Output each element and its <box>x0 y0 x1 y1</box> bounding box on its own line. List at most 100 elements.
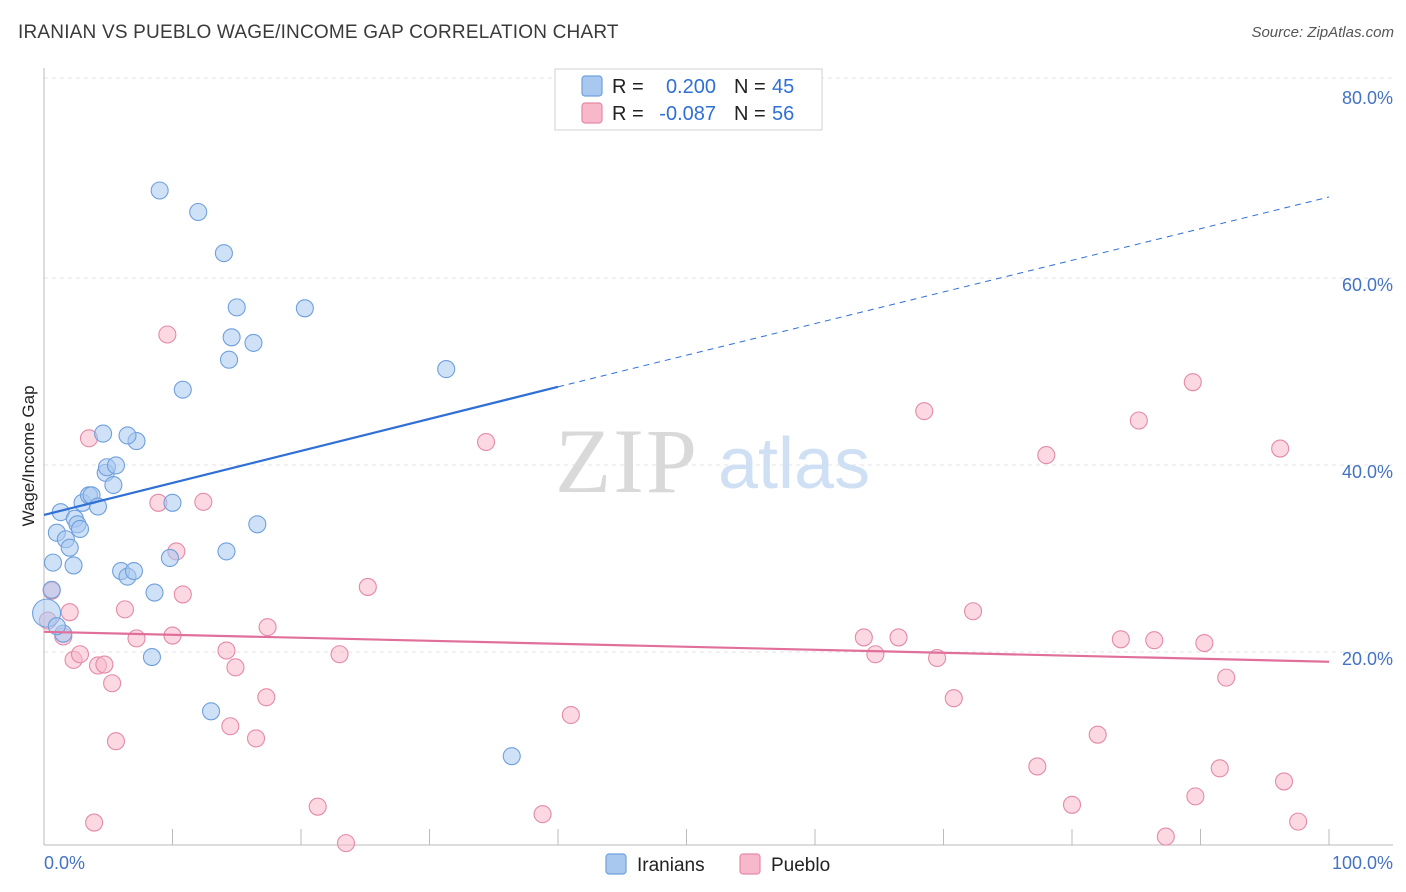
iranians-point <box>160 548 179 568</box>
watermark: ZIP atlas <box>555 410 870 512</box>
pueblo-point <box>476 432 496 452</box>
iranians-point <box>189 202 208 222</box>
pueblo-trendline <box>43 630 1330 663</box>
watermark-zip: ZIP <box>555 410 699 512</box>
iranians-point <box>437 360 456 379</box>
iranians-point <box>244 333 263 352</box>
pueblo-point <box>1195 633 1214 653</box>
x-tick-label-min: 0.0% <box>44 853 85 873</box>
iranians-point <box>202 702 221 721</box>
iranians-point <box>118 426 137 445</box>
iranians-point <box>173 380 192 399</box>
bottom-legend-label-pueblo: Pueblo <box>771 855 830 876</box>
y-tick-label-60: 60.0% <box>1342 275 1393 295</box>
x-axis-ticks <box>43 829 1330 845</box>
iranians-point <box>104 475 123 495</box>
iranians-point <box>163 493 182 512</box>
pueblo-point <box>258 618 277 637</box>
iranians-point <box>42 580 61 599</box>
pueblo-point <box>854 628 873 647</box>
pueblo-point <box>1210 759 1229 778</box>
pueblo-point <box>257 688 276 707</box>
x-tick-label-max: 100.0% <box>1332 853 1393 873</box>
iranians-trendline-extension <box>557 196 1330 388</box>
pueblo-point <box>964 602 983 621</box>
pueblo-point <box>106 732 126 751</box>
pueblo-point <box>173 585 192 604</box>
pueblo-point <box>103 674 122 693</box>
iranians-point <box>217 542 236 561</box>
pueblo-point <box>944 689 963 708</box>
pueblo-point <box>1062 795 1082 814</box>
iranians-point <box>124 561 143 581</box>
pueblo-point <box>1156 827 1175 846</box>
iranian-points <box>32 181 521 766</box>
gridlines <box>44 77 1393 653</box>
pueblo-point <box>1186 787 1205 806</box>
legend-r-value-iranians: 0.200 <box>666 76 716 98</box>
legend-n-label-pueblo: N = <box>734 103 766 125</box>
legend-n-value-pueblo: 56 <box>772 103 794 125</box>
iranians-point <box>142 648 161 667</box>
pueblo-point <box>246 729 266 748</box>
y-tick-label-80: 80.0% <box>1342 88 1393 108</box>
watermark-atlas: atlas <box>718 424 870 504</box>
pueblo-point <box>127 629 146 648</box>
pueblo-point <box>308 797 327 816</box>
pueblo-point <box>1183 373 1202 392</box>
iranians-point <box>248 515 267 534</box>
pueblo-point <box>336 834 356 853</box>
y-axis-tick-labels: 20.0% 40.0% 60.0% 80.0% <box>1342 88 1393 669</box>
iranians-point <box>94 424 113 443</box>
iranians-point <box>64 556 83 575</box>
pueblo-point <box>561 705 580 725</box>
pueblo-point <box>889 628 908 647</box>
iranians-point <box>43 553 63 572</box>
pueblo-point <box>1037 446 1056 465</box>
y-axis-title: Wage/Income Gap <box>19 385 38 526</box>
pueblo-point <box>70 645 90 664</box>
iranians-point <box>145 583 164 602</box>
chart-title: IRANIAN VS PUEBLO WAGE/INCOME GAP CORREL… <box>18 22 619 43</box>
legend-swatch-pueblo <box>581 102 603 124</box>
top-legend: R = 0.200 N = 45 R = -0.087 N = 56 <box>554 68 823 131</box>
iranians-point <box>70 519 90 539</box>
legend-r-label-pueblo: R = <box>612 103 644 125</box>
bottom-legend-label-iranians: Iranians <box>637 855 705 876</box>
pueblo-point <box>194 492 213 511</box>
iranians-point <box>502 747 521 766</box>
pueblo-point <box>330 645 349 664</box>
iranians-point <box>47 617 66 636</box>
pueblo-points <box>38 325 1308 853</box>
pueblo-point <box>221 717 240 736</box>
pueblo-point <box>866 645 885 664</box>
iranians-point <box>60 538 79 557</box>
legend-n-value-iranians: 45 <box>772 76 794 98</box>
pueblo-point <box>1088 725 1107 744</box>
legend-n-label-iranians: N = <box>734 76 766 98</box>
pueblo-point <box>158 325 177 344</box>
pueblo-point <box>1274 772 1294 791</box>
iranians-point <box>295 299 314 318</box>
pueblo-point <box>1028 757 1047 776</box>
pueblo-point <box>358 577 377 596</box>
legend-swatch-iranians <box>581 75 603 97</box>
iranians-point <box>150 181 169 200</box>
iranians-point <box>219 350 239 369</box>
pueblo-point <box>1217 668 1236 687</box>
pueblo-point <box>1289 812 1308 831</box>
pueblo-point <box>1129 411 1148 430</box>
pueblo-point <box>1145 631 1164 650</box>
chart-source: Source: ZipAtlas.com <box>1251 24 1394 41</box>
pueblo-point <box>1111 630 1130 649</box>
pueblo-point <box>1271 439 1290 458</box>
pueblo-point <box>95 655 114 674</box>
iranians-trendline <box>43 385 559 517</box>
legend-r-value-pueblo: -0.087 <box>659 103 716 125</box>
bottom-legend-swatch-pueblo <box>739 853 761 875</box>
iranians-point <box>106 456 126 475</box>
pueblo-point <box>226 658 245 677</box>
trendlines <box>43 196 1330 663</box>
y-tick-label-20: 20.0% <box>1342 649 1393 669</box>
